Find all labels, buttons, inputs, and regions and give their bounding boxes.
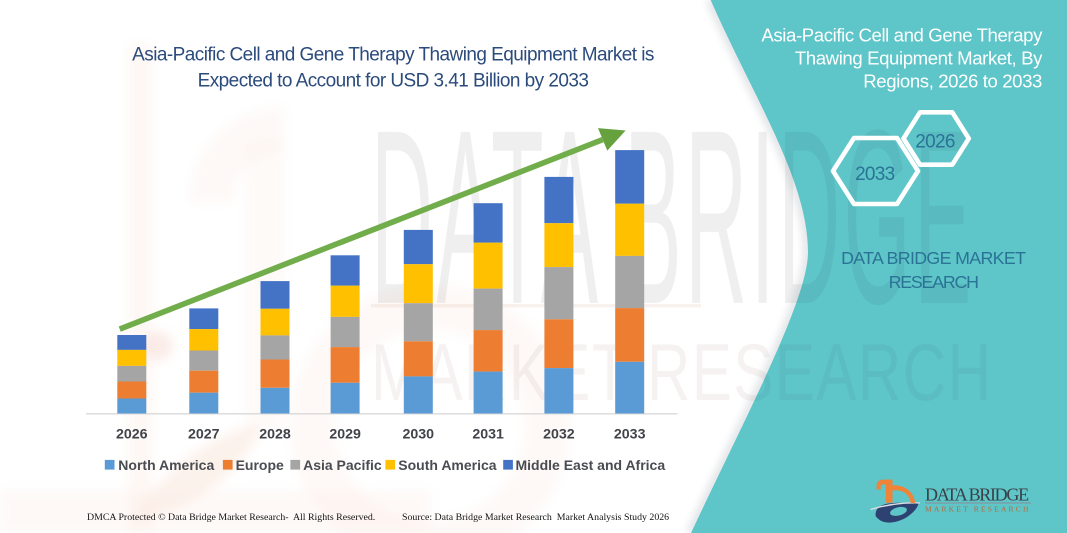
svg-text:Europe: Europe [236, 457, 284, 473]
svg-text:DATA BRIDGE: DATA BRIDGE [371, 80, 975, 357]
svg-text:MARKET RESEARCH: MARKET RESEARCH [925, 505, 1031, 514]
svg-text:2030: 2030 [403, 427, 435, 443]
svg-text:Thawing Equipment Market, By: Thawing Equipment Market, By [795, 48, 1043, 69]
svg-text:2029: 2029 [329, 427, 361, 443]
svg-text:North America: North America [118, 457, 214, 473]
svg-text:2032: 2032 [543, 427, 575, 443]
svg-text:Source: Data Bridge Market Res: Source: Data Bridge Market Research Mark… [402, 512, 669, 523]
svg-text:Asia-Pacific Cell and Gene The: Asia-Pacific Cell and Gene Therapy Thawi… [132, 45, 654, 66]
svg-text:2026: 2026 [915, 131, 955, 152]
svg-text:Regions, 2026 to 2033: Regions, 2026 to 2033 [863, 71, 1042, 92]
svg-text:Middle East and Africa: Middle East and Africa [516, 457, 666, 473]
svg-text:DMCA Protected © Data Bridge M: DMCA Protected © Data Bridge Market Rese… [87, 512, 375, 523]
svg-text:Expected to Account for USD 3.: Expected to Account for USD 3.41 Billion… [198, 70, 589, 91]
svg-text:2033: 2033 [855, 164, 895, 185]
svg-text:2028: 2028 [259, 427, 291, 443]
svg-text:2031: 2031 [472, 427, 504, 443]
svg-text:2026: 2026 [116, 427, 148, 443]
svg-text:Asia Pacific: Asia Pacific [303, 457, 382, 473]
svg-text:DATA BRIDGE: DATA BRIDGE [925, 485, 1029, 505]
svg-text:South America: South America [398, 457, 496, 473]
svg-text:2027: 2027 [188, 427, 220, 443]
svg-text:RESEARCH: RESEARCH [889, 272, 979, 292]
svg-text:Asia-Pacific Cell and Gene The: Asia-Pacific Cell and Gene Therapy [761, 24, 1043, 45]
svg-text:MARKET RESEARCH: MARKET RESEARCH [371, 327, 992, 418]
svg-text:2033: 2033 [614, 427, 646, 443]
svg-text:DATA BRIDGE MARKET: DATA BRIDGE MARKET [841, 248, 1026, 268]
